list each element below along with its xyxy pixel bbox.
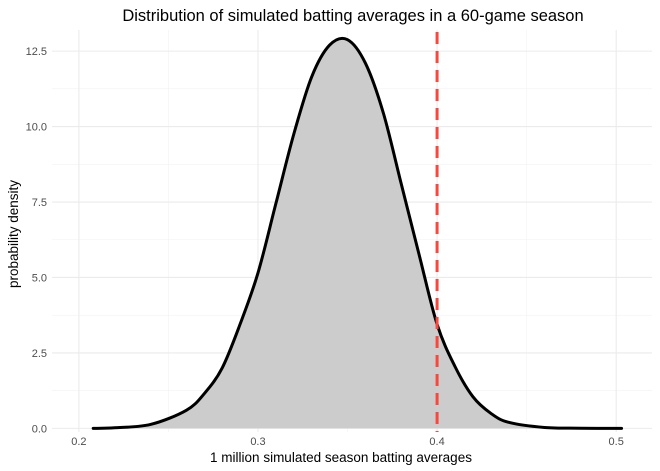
x-tick-label: 0.4 — [429, 436, 444, 448]
y-axis-title: probability density — [6, 180, 21, 288]
chart-title: Distribution of simulated batting averag… — [122, 7, 583, 25]
x-tick-label: 0.2 — [71, 436, 86, 448]
y-tick-label: 7.5 — [32, 197, 47, 209]
y-tick-label: 5.0 — [32, 272, 47, 284]
y-tick-label: 10.0 — [26, 122, 47, 134]
y-tick-label: 2.5 — [32, 348, 47, 360]
plot-area — [91, 32, 624, 432]
y-tick-label: 12.5 — [26, 46, 47, 58]
x-tick-label: 0.5 — [609, 436, 624, 448]
axis-ticks: 0.2 0.3 0.4 0.5 0.0 2.5 5.0 7.5 10.0 12.5 — [26, 46, 624, 448]
density-area — [93, 38, 622, 429]
density-line — [91, 36, 624, 430]
x-axis-title: 1 million simulated season batting avera… — [210, 450, 472, 465]
y-tick-label: 0.0 — [32, 423, 47, 435]
x-tick-label: 0.3 — [250, 436, 265, 448]
